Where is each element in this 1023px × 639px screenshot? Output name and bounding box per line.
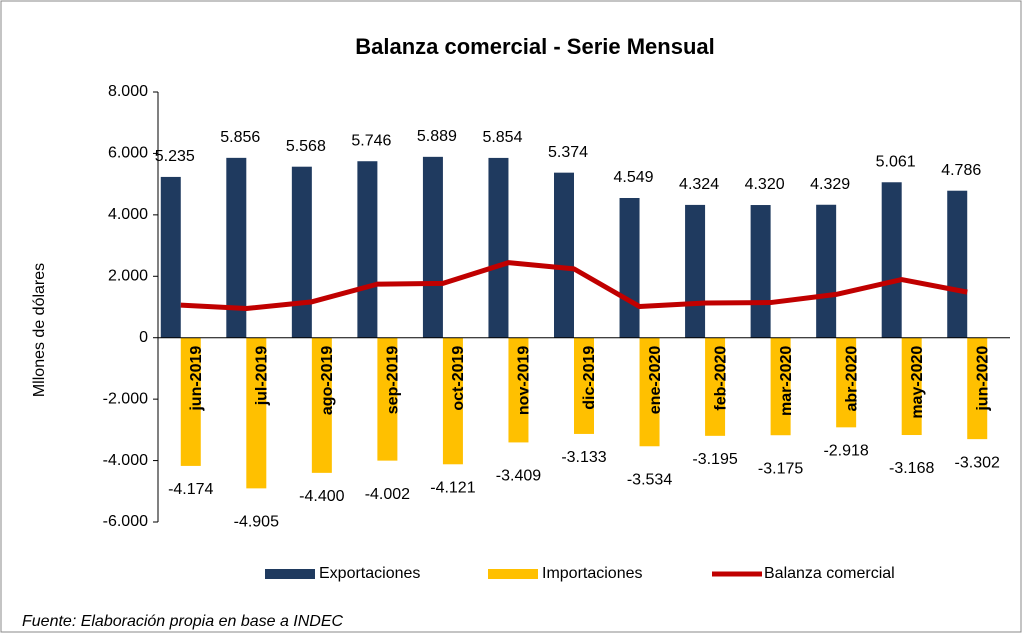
bar [377,337,398,461]
bar [639,337,660,447]
x-tick-label: jul-2019 [254,346,271,407]
y-tick-label: 4.000 [108,206,148,223]
y-tick-label: -4.000 [103,452,148,469]
y-tick-label: 8.000 [108,83,148,100]
bar [442,337,463,465]
bar [901,337,922,436]
data-label: -3.133 [561,449,606,466]
x-tick-label: nov-2019 [516,346,533,415]
line [180,260,968,312]
bar [816,204,837,338]
y-tick-label: -6.000 [103,513,148,530]
y-tick-label: -2.000 [103,390,148,407]
data-label: 5.889 [417,128,457,145]
data-label: 4.786 [941,162,981,179]
data-label: -4.400 [299,488,344,505]
y-tick-label: 0 [139,329,148,346]
x-tick-label: may-2020 [909,346,926,419]
bar [836,337,857,428]
legend-swatch [265,569,315,579]
bar [705,337,726,436]
bar [750,205,771,338]
data-label: 5.235 [155,148,195,165]
legend-label: Balanza comercial [764,565,895,582]
y-axis-label: Mllones de dólares [31,263,48,397]
data-label: 5.856 [220,129,260,146]
x-tick-label: sep-2019 [385,346,402,415]
bar [311,337,332,473]
data-label: 5.746 [351,132,391,149]
bar [291,166,312,338]
y-tick-label: 6.000 [108,145,148,162]
data-label: 4.320 [745,176,785,193]
bar [770,337,791,436]
bar [160,176,181,338]
data-label: 5.568 [286,138,326,155]
data-label: -3.302 [955,454,1000,471]
legend-swatch [488,569,538,579]
data-label: 5.061 [876,153,916,170]
data-label: -2.918 [823,443,868,460]
x-tick-label: ene-2020 [647,346,664,415]
data-label: -4.174 [168,481,213,498]
bar [554,172,574,338]
bar [967,337,988,440]
x-tick-label: feb-2020 [712,346,729,411]
data-label: -3.175 [758,460,803,477]
bar [226,157,247,338]
data-label: 4.549 [614,169,654,186]
footer: Fuente: Elaboración propia en base a IND… [22,613,344,630]
bar [246,337,267,489]
data-label: 4.329 [810,176,850,193]
x-tick-label: mar-2020 [778,346,795,416]
bar [508,337,529,443]
x-tick-label: jun-2019 [188,346,205,412]
data-label: -3.168 [889,460,934,477]
data-label: 4.324 [679,176,719,193]
x-tick-label: oct-2019 [450,346,467,411]
y-tick-label: 2.000 [108,268,148,285]
data-label: -4.002 [365,486,410,503]
bar [357,161,378,338]
bar [180,337,201,466]
data-label: -3.409 [496,468,541,485]
bar [422,156,443,338]
bar [685,204,706,338]
legend-label: Importaciones [542,565,643,582]
bar [574,337,594,434]
x-tick-label: jun-2020 [974,346,991,412]
bar [619,197,640,338]
data-label: 5.374 [548,144,588,161]
bar [947,190,968,338]
bar [881,182,902,338]
data-label: -3.195 [692,451,737,468]
x-tick-label: dic-2019 [581,346,598,410]
legend-label: Exportaciones [319,565,420,582]
data-label: -4.905 [234,514,279,531]
chart-title: Balanza comercial - Serie Mensual [355,34,715,59]
data-label: -3.534 [627,471,672,488]
bar [488,157,509,338]
data-label: -4.121 [430,480,475,497]
x-tick-label: ago-2019 [319,346,336,415]
x-tick-label: abr-2020 [843,346,860,412]
data-label: 5.854 [482,129,522,146]
